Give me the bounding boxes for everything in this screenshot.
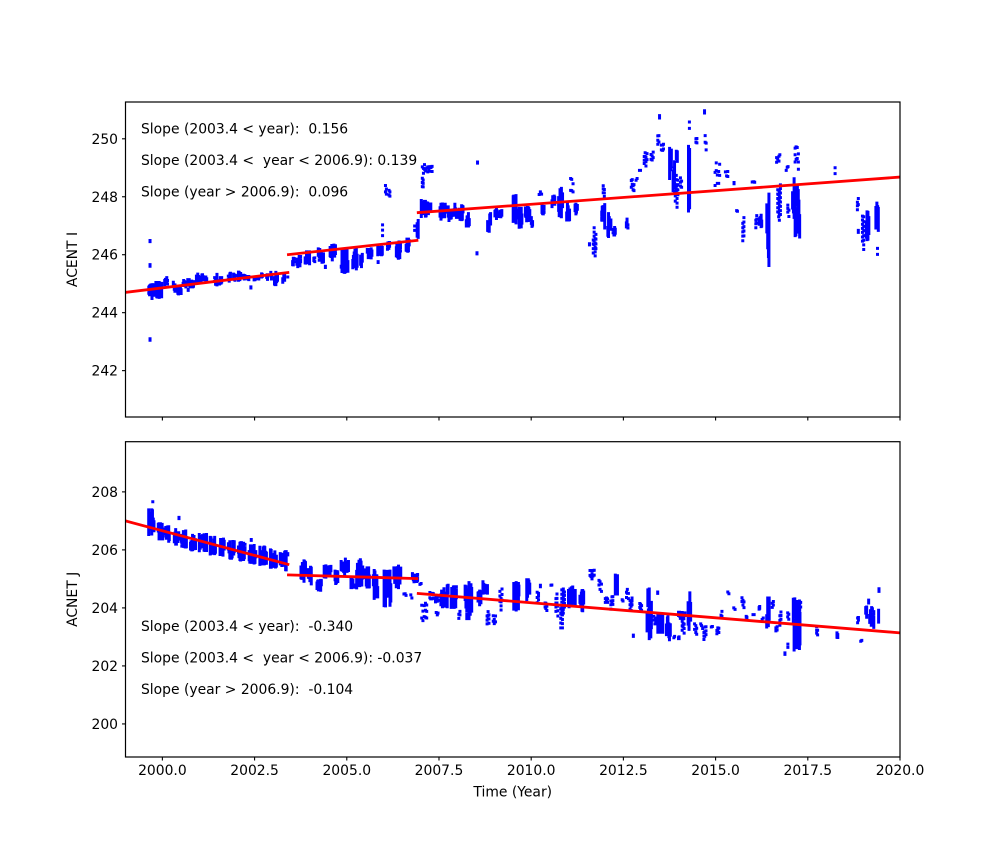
fit-line-acnet-j-3 [416,592,901,635]
x-tick-label: 2012.5 [599,763,648,779]
axes-spines-acent-i [124,101,901,418]
slope-annotation-acent-i-2: Slope (2003.4 < year < 2006.9): 0.139 [141,153,417,169]
fit-line-acent-i-2 [286,238,419,257]
y-tick-label: 204 [91,601,118,617]
y-tick-label: 200 [91,717,118,733]
y-tick-label: 206 [91,543,118,559]
fit-line-acnet-j-2 [286,573,419,581]
slope-annotation-acnet-j-3: Slope (year > 2006.9): -0.104 [141,682,353,698]
fit-line-acent-i-3 [416,175,901,215]
y-tick-label: 250 [91,132,118,148]
x-tick-label: 2020.0 [876,763,925,779]
y-tick-label: 242 [91,364,118,380]
scatter-points-acent-i [147,109,880,342]
x-tick-label: 2002.5 [230,763,279,779]
x-tick-label: 2010.0 [507,763,556,779]
y-tick-label: 202 [91,659,118,675]
scatter-series-acent-i [147,109,880,342]
slope-annotation-acnet-j-2: Slope (2003.4 < year < 2006.9): -0.037 [141,650,422,666]
x-tick-label: 2017.5 [783,763,832,779]
fit-line-acnet-j-1 [125,519,290,567]
axes-spines-acnet-j [124,441,901,758]
y-axis-acnet-j: 200 202 204 206 208 [91,485,126,733]
x-tick-label: 2005.0 [322,763,371,779]
subplot-acent-i: 242 244 246 248 250 Slope (2003.4 < year): 0.… [65,101,901,421]
y-tick-label: 244 [91,306,118,322]
x-tick-label: 2000.0 [138,763,187,779]
slope-annotation-acent-i-3: Slope (year > 2006.9): 0.096 [141,185,348,201]
x-axis-acent-i [161,417,901,421]
fit-line-acent-i-1 [125,271,290,294]
y-axis-title-acent-i: ACENT I [65,232,81,287]
slope-annotation-acnet-j-1: Slope (2003.4 < year): -0.340 [141,619,353,635]
x-tick-label: 2015.0 [691,763,740,779]
y-axis-title-acnet-j: ACNET J [65,572,81,627]
y-tick-label: 246 [91,248,118,264]
slope-annotation-acent-i-1: Slope (2003.4 < year): 0.156 [141,122,348,138]
x-axis-title: Time (Year) [472,785,552,801]
x-tick-label: 2007.5 [415,763,464,779]
y-tick-label: 208 [91,485,118,501]
x-axis-acnet-j: 2000.0 2002.5 2005.0 2007.5 2010.0 2012.5 2015… [138,757,924,779]
y-axis-acent-i: 242 244 246 248 250 [91,132,126,380]
y-tick-label: 248 [91,190,118,206]
